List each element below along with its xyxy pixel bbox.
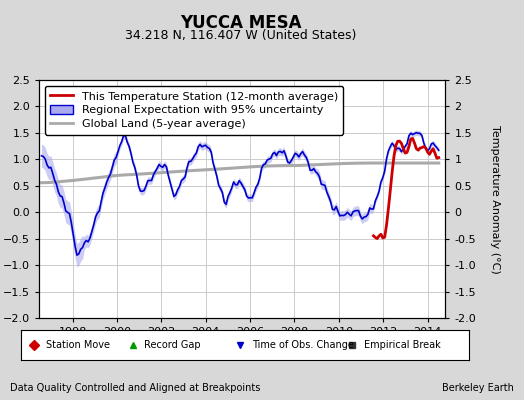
Y-axis label: Temperature Anomaly (°C): Temperature Anomaly (°C) [490,125,500,273]
Text: Empirical Break: Empirical Break [364,340,441,350]
Text: YUCCA MESA: YUCCA MESA [180,14,302,32]
Text: Record Gap: Record Gap [144,340,201,350]
Text: 34.218 N, 116.407 W (United States): 34.218 N, 116.407 W (United States) [125,29,357,42]
Text: Berkeley Earth: Berkeley Earth [442,383,514,393]
Text: Time of Obs. Change: Time of Obs. Change [252,340,354,350]
Text: Station Move: Station Move [46,340,110,350]
Text: Data Quality Controlled and Aligned at Breakpoints: Data Quality Controlled and Aligned at B… [10,383,261,393]
Legend: This Temperature Station (12-month average), Regional Expectation with 95% uncer: This Temperature Station (12-month avera… [45,86,343,135]
